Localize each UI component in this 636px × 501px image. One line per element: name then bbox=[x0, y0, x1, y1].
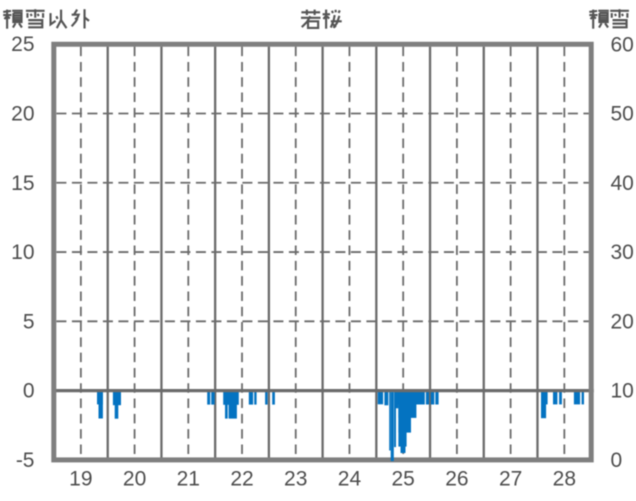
svg-text:40: 40 bbox=[611, 172, 634, 195]
svg-text:20: 20 bbox=[611, 310, 634, 333]
svg-text:27: 27 bbox=[499, 468, 522, 491]
svg-text:20: 20 bbox=[123, 468, 146, 491]
svg-text:23: 23 bbox=[284, 468, 307, 491]
svg-text:15: 15 bbox=[11, 172, 34, 195]
svg-text:0: 0 bbox=[611, 449, 623, 472]
svg-text:22: 22 bbox=[230, 468, 253, 491]
svg-text:24: 24 bbox=[338, 468, 362, 491]
svg-text:26: 26 bbox=[445, 468, 468, 491]
svg-text:10: 10 bbox=[11, 241, 34, 264]
svg-text:50: 50 bbox=[611, 103, 634, 126]
svg-text:5: 5 bbox=[23, 310, 35, 333]
svg-text:28: 28 bbox=[553, 468, 576, 491]
svg-text:-5: -5 bbox=[16, 449, 35, 472]
svg-text:19: 19 bbox=[69, 468, 92, 491]
svg-text:10: 10 bbox=[611, 380, 634, 403]
svg-text:25: 25 bbox=[11, 33, 34, 56]
svg-text:60: 60 bbox=[611, 33, 634, 56]
svg-text:20: 20 bbox=[11, 102, 34, 125]
svg-text:25: 25 bbox=[392, 468, 415, 491]
svg-text:21: 21 bbox=[177, 468, 200, 491]
svg-text:30: 30 bbox=[611, 241, 634, 264]
svg-text:0: 0 bbox=[23, 380, 35, 403]
